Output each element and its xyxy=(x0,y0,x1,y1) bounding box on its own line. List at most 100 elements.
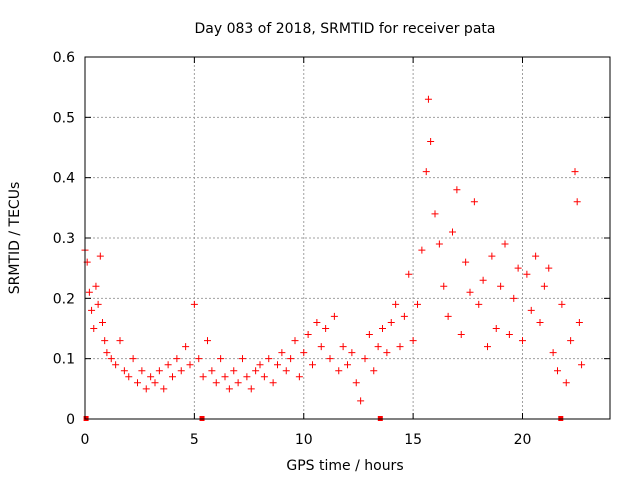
grid-lines xyxy=(85,57,610,419)
data-point xyxy=(138,367,146,375)
data-point xyxy=(147,373,155,381)
data-point xyxy=(330,312,338,320)
data-point xyxy=(374,343,382,351)
data-point xyxy=(405,270,413,278)
data-point xyxy=(523,270,531,278)
data-point xyxy=(282,367,290,375)
data-point xyxy=(120,367,128,375)
data-point xyxy=(160,385,168,393)
data-point xyxy=(339,343,347,351)
data-point xyxy=(90,325,98,332)
data-point xyxy=(208,367,216,375)
data-point xyxy=(453,186,461,194)
x-tick-label: 15 xyxy=(404,432,422,448)
data-point xyxy=(488,252,496,260)
data-point xyxy=(545,264,553,272)
y-tick-label: 0 xyxy=(66,412,75,428)
data-point xyxy=(540,282,548,290)
axis-ticks xyxy=(84,56,610,420)
data-point xyxy=(300,349,308,357)
data-point xyxy=(348,349,356,357)
data-point xyxy=(484,343,491,351)
y-tick-label: 0.1 xyxy=(53,352,75,368)
data-point xyxy=(96,252,104,260)
data-point xyxy=(190,300,198,308)
data-point xyxy=(575,318,583,326)
data-point xyxy=(317,343,325,351)
data-point xyxy=(199,373,207,381)
data-point xyxy=(501,240,509,248)
data-point xyxy=(112,361,120,369)
data-point xyxy=(101,337,109,345)
data-point xyxy=(396,343,404,351)
y-tick-labels: 0 0.1 0.2 0.3 0.4 0.5 0.6 xyxy=(53,50,75,428)
data-point xyxy=(470,198,478,206)
data-point xyxy=(134,379,141,387)
data-point xyxy=(424,95,432,103)
data-point xyxy=(457,331,465,339)
data-point xyxy=(449,228,456,236)
data-point xyxy=(475,300,483,308)
data-point xyxy=(361,355,369,363)
data-point xyxy=(352,379,360,387)
data-point xyxy=(422,168,430,176)
data-point xyxy=(536,318,544,326)
data-point xyxy=(116,337,124,345)
data-point xyxy=(107,355,115,363)
data-point xyxy=(466,288,474,296)
data-point xyxy=(578,361,586,369)
data-point xyxy=(304,331,312,339)
data-point xyxy=(173,355,181,363)
data-point xyxy=(256,361,264,369)
data-point xyxy=(182,343,190,351)
data-point xyxy=(440,282,448,290)
data-point xyxy=(409,337,417,345)
y-tick-label: 0.4 xyxy=(53,171,75,187)
data-point xyxy=(365,331,373,339)
data-point xyxy=(295,373,303,381)
data-point xyxy=(234,379,242,387)
y-tick-label: 0.6 xyxy=(53,50,75,66)
data-point xyxy=(287,355,295,363)
data-point xyxy=(92,282,100,290)
data-point xyxy=(532,252,540,260)
data-point xyxy=(427,137,435,145)
y-tick-label: 0.2 xyxy=(53,291,75,307)
data-point xyxy=(129,355,137,363)
data-point xyxy=(155,367,163,375)
x-tick-label: 5 xyxy=(190,432,199,448)
x-tick-label: 20 xyxy=(514,432,532,448)
data-point xyxy=(85,288,93,296)
data-point xyxy=(265,355,273,363)
data-point xyxy=(291,337,299,345)
data-point xyxy=(519,337,526,345)
data-point xyxy=(379,325,386,332)
data-point xyxy=(164,361,172,369)
data-point xyxy=(322,325,330,332)
data-point xyxy=(269,379,277,387)
data-point xyxy=(274,361,281,369)
data-point xyxy=(462,258,470,266)
data-point xyxy=(252,367,260,375)
data-point xyxy=(230,367,238,375)
data-points xyxy=(81,95,586,405)
data-point xyxy=(125,373,133,381)
data-point xyxy=(510,294,518,302)
data-point xyxy=(217,355,225,363)
data-point xyxy=(151,379,159,387)
data-point xyxy=(99,318,106,326)
data-point xyxy=(103,349,111,357)
data-point xyxy=(221,373,229,381)
y-tick-label: 0.5 xyxy=(53,110,75,126)
data-point xyxy=(260,373,268,381)
data-point xyxy=(562,379,570,387)
data-point xyxy=(335,367,343,375)
data-point xyxy=(94,300,102,308)
x-tick-labels: 0 5 10 15 20 xyxy=(81,432,532,448)
data-point xyxy=(573,198,581,206)
data-point xyxy=(142,385,150,393)
data-point xyxy=(444,312,452,320)
data-point xyxy=(567,337,575,345)
